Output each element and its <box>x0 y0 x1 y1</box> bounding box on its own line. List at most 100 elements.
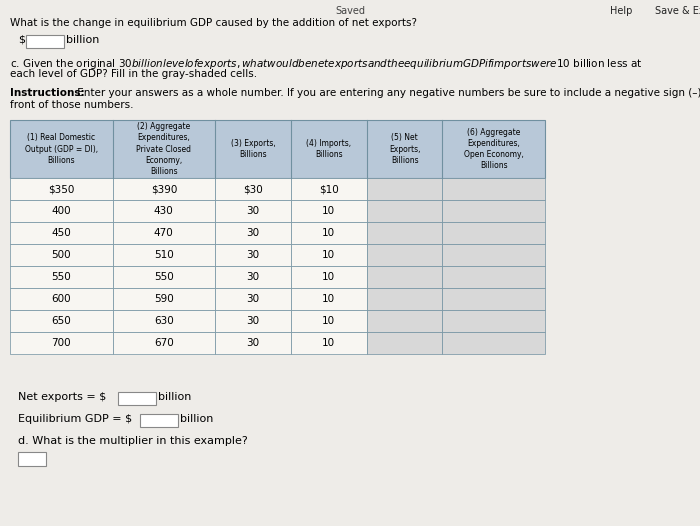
Text: $: $ <box>18 35 25 45</box>
Text: 30: 30 <box>246 250 260 260</box>
Bar <box>442 200 545 222</box>
Bar <box>26 35 64 48</box>
Text: 700: 700 <box>52 338 71 348</box>
Bar <box>367 178 442 200</box>
Bar <box>118 392 156 405</box>
Text: (3) Exports,
Billions: (3) Exports, Billions <box>230 139 275 159</box>
Bar <box>215 200 291 222</box>
Bar <box>291 178 367 200</box>
Text: 430: 430 <box>154 206 174 216</box>
Text: Saved: Saved <box>335 6 365 16</box>
Text: 670: 670 <box>154 338 174 348</box>
Bar <box>291 244 367 266</box>
Bar <box>140 414 178 427</box>
Text: billion: billion <box>66 35 99 45</box>
Text: 10: 10 <box>322 250 335 260</box>
Bar <box>442 266 545 288</box>
Text: 10: 10 <box>322 294 335 304</box>
Bar <box>113 310 215 332</box>
Bar <box>215 178 291 200</box>
Text: Enter your answers as a whole number. If you are entering any negative numbers b: Enter your answers as a whole number. If… <box>74 88 700 98</box>
Text: 30: 30 <box>246 294 260 304</box>
Bar <box>10 310 113 332</box>
Text: each level of GDP? Fill in the gray-shaded cells.: each level of GDP? Fill in the gray-shad… <box>10 69 257 79</box>
Text: (4) Imports,
Billions: (4) Imports, Billions <box>306 139 351 159</box>
Text: billion: billion <box>180 414 214 424</box>
Text: 650: 650 <box>51 316 71 326</box>
Text: 470: 470 <box>154 228 174 238</box>
Text: What is the change in equilibrium GDP caused by the addition of net exports?: What is the change in equilibrium GDP ca… <box>10 18 417 28</box>
Bar <box>10 332 113 354</box>
Bar <box>10 244 113 266</box>
Bar <box>291 222 367 244</box>
Bar <box>113 200 215 222</box>
Bar <box>367 222 442 244</box>
Text: $390: $390 <box>150 184 177 194</box>
Bar <box>10 120 545 178</box>
Bar <box>113 266 215 288</box>
Text: billion: billion <box>158 392 191 402</box>
Text: (6) Aggregate
Expenditures,
Open Economy,
Billions: (6) Aggregate Expenditures, Open Economy… <box>464 128 524 170</box>
Bar <box>10 222 113 244</box>
Text: 590: 590 <box>154 294 174 304</box>
Text: (5) Net
Exports,
Billions: (5) Net Exports, Billions <box>389 134 420 165</box>
Text: 30: 30 <box>246 206 260 216</box>
Text: 630: 630 <box>154 316 174 326</box>
Bar <box>215 266 291 288</box>
Text: (1) Real Domestic
Output (GDP = DI),
Billions: (1) Real Domestic Output (GDP = DI), Bil… <box>25 134 98 165</box>
Text: 10: 10 <box>322 206 335 216</box>
Bar <box>442 244 545 266</box>
Text: d. What is the multiplier in this example?: d. What is the multiplier in this exampl… <box>18 436 248 446</box>
Bar <box>215 310 291 332</box>
Bar <box>113 288 215 310</box>
Bar <box>367 310 442 332</box>
Text: 550: 550 <box>51 272 71 282</box>
Bar <box>215 244 291 266</box>
Bar <box>113 332 215 354</box>
Bar <box>113 222 215 244</box>
Text: Instructions:: Instructions: <box>10 88 85 98</box>
Text: 510: 510 <box>154 250 174 260</box>
Bar <box>442 178 545 200</box>
Bar <box>367 244 442 266</box>
Text: 30: 30 <box>246 272 260 282</box>
Bar <box>10 178 113 200</box>
Bar <box>442 332 545 354</box>
Text: Equilibrium GDP = $: Equilibrium GDP = $ <box>18 414 132 424</box>
Bar <box>367 288 442 310</box>
Text: c. Given the original $30 billion level of exports, what would be net exports an: c. Given the original $30 billion level … <box>10 57 643 71</box>
Text: 10: 10 <box>322 338 335 348</box>
Text: 600: 600 <box>52 294 71 304</box>
Bar <box>291 332 367 354</box>
Bar <box>10 288 113 310</box>
Bar <box>367 266 442 288</box>
Bar <box>291 288 367 310</box>
Text: $10: $10 <box>319 184 339 194</box>
Bar <box>215 288 291 310</box>
Text: 400: 400 <box>52 206 71 216</box>
Text: 550: 550 <box>154 272 174 282</box>
Text: Help: Help <box>610 6 632 16</box>
Text: 10: 10 <box>322 316 335 326</box>
Bar <box>442 288 545 310</box>
Bar <box>442 310 545 332</box>
Text: 10: 10 <box>322 272 335 282</box>
Bar <box>10 200 113 222</box>
Bar <box>367 200 442 222</box>
Text: 450: 450 <box>51 228 71 238</box>
Bar <box>291 266 367 288</box>
Text: 30: 30 <box>246 338 260 348</box>
Text: 500: 500 <box>52 250 71 260</box>
Text: 30: 30 <box>246 228 260 238</box>
Bar <box>113 178 215 200</box>
Bar <box>113 244 215 266</box>
Text: 30: 30 <box>246 316 260 326</box>
Bar <box>18 452 46 466</box>
Text: front of those numbers.: front of those numbers. <box>10 100 134 110</box>
Text: Save & Exit: Save & Exit <box>655 6 700 16</box>
Bar <box>291 310 367 332</box>
Bar <box>291 200 367 222</box>
Bar <box>10 266 113 288</box>
Text: 10: 10 <box>322 228 335 238</box>
Bar <box>367 332 442 354</box>
